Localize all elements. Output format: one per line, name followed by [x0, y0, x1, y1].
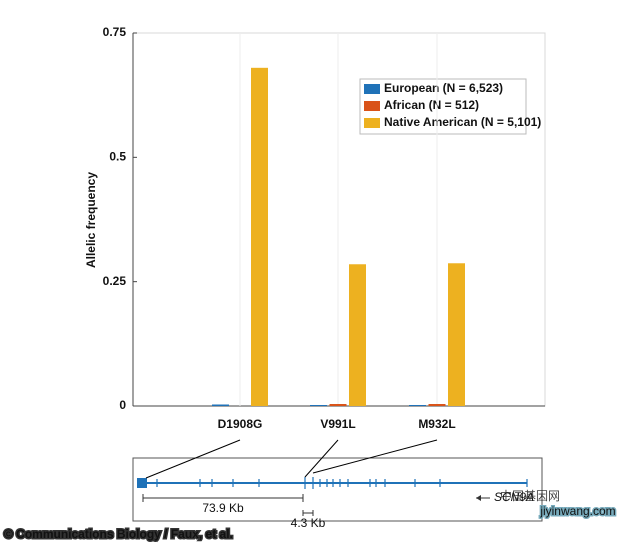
bar: [329, 404, 347, 406]
watermark: 中国基因网: [500, 488, 560, 503]
bar: [409, 405, 426, 406]
legend-swatch: [364, 101, 380, 111]
x-tick-label: D1908G: [218, 417, 263, 431]
bar: [310, 405, 327, 406]
y-tick-label: 0.75: [103, 25, 127, 39]
y-tick-label: 0.5: [109, 150, 126, 164]
y-tick-label: 0: [119, 398, 126, 412]
legend-box: [359, 78, 527, 135]
distance-label: 73.9 Kb: [202, 501, 244, 515]
gene-diagram: 73.9 Kb 4.3 Kb SCN9A: [132, 439, 543, 530]
exons: [156, 477, 528, 489]
distance-bars: [142, 494, 314, 516]
legend-label: European (N = 6,523): [384, 81, 503, 95]
bar: [251, 67, 268, 407]
legend-swatch: [364, 84, 380, 94]
distance-label: 4.3 Kb: [291, 516, 326, 530]
y-tick-label: 0.25: [103, 274, 127, 288]
gene-name: SCN9A: [494, 490, 534, 504]
bar: [349, 264, 366, 406]
legend-swatch: [364, 118, 380, 128]
legend-label: Native American (N = 5,101): [384, 115, 541, 129]
legend-label: African (N = 512): [384, 98, 479, 112]
direction-arrowhead: [476, 495, 481, 501]
bar: [448, 263, 465, 406]
credit: © Communications Biology / Faux, et al.: [4, 527, 233, 541]
bar: [428, 404, 446, 406]
x-tick-label: M932L: [418, 417, 455, 431]
bar: [212, 404, 229, 406]
watermark-url: jiyinwang.com: [539, 504, 615, 518]
diagram-frame: [132, 457, 543, 522]
y-axis-label: Allelic frequency: [84, 172, 98, 268]
gene-start: [137, 478, 147, 488]
x-tick-label: V991L: [320, 417, 355, 431]
legend: European (N = 6,523) African (N = 512) Nat…: [359, 78, 541, 135]
variant-pointers: [145, 439, 438, 479]
